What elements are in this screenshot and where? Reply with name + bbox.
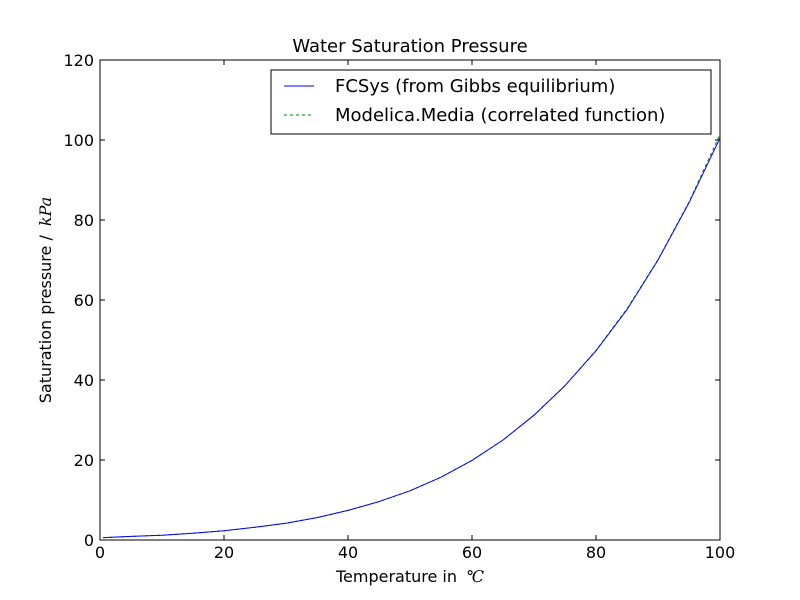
y-tick-label: 60 [74, 291, 94, 310]
x-tick-label: 20 [214, 543, 234, 562]
y-tick-label: 80 [74, 211, 94, 230]
y-tick-label: 100 [63, 131, 94, 150]
y-tick-label: 40 [74, 371, 94, 390]
y-axis-unit: kPa [36, 197, 55, 226]
legend-box [270, 69, 712, 135]
y-axis-label: Saturation pressure / kPa [36, 197, 55, 403]
x-tick-label: 60 [462, 543, 482, 562]
x-axis-ticks: 0 20 40 60 80 100 [95, 60, 735, 562]
y-axis-ticks: 0 20 40 60 80 100 120 [63, 51, 720, 550]
legend-label-fcsys: FCSys (from Gibbs equilibrium) [335, 76, 615, 97]
x-axis-label: Temperature in ℃ [335, 567, 484, 586]
y-tick-label: 120 [63, 51, 94, 70]
x-tick-label: 80 [586, 543, 606, 562]
series-layer [103, 134, 721, 539]
x-tick-label: 0 [95, 543, 105, 562]
x-tick-label: 100 [705, 543, 736, 562]
legend-label-modelica: Modelica.Media (correlated function) [335, 105, 665, 126]
y-tick-label: 0 [84, 531, 94, 550]
x-axis-unit: ℃ [466, 567, 484, 586]
x-tick-label: 40 [338, 543, 358, 562]
y-tick-label: 20 [74, 451, 94, 470]
legend: FCSys (from Gibbs equilibrium) Modelica.… [270, 69, 712, 135]
series-line-fcsys [103, 137, 721, 539]
chart-title: Water Saturation Pressure [292, 36, 527, 57]
